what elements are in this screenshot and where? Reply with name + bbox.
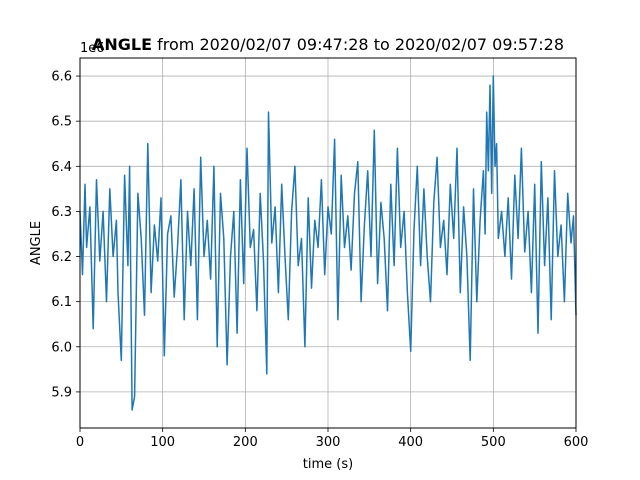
y-tick-label: 5.9: [51, 385, 72, 400]
y-axis-label: ANGLE: [29, 221, 44, 265]
chart-title-bold: ANGLE: [92, 35, 152, 54]
x-tick-label: 200: [233, 435, 258, 450]
chart-title: ANGLE from 2020/02/07 09:47:28 to 2020/0…: [92, 35, 564, 54]
x-tick-label: 0: [76, 435, 84, 450]
x-tick-label: 400: [398, 435, 423, 450]
x-tick-label: 100: [150, 435, 175, 450]
y-tick-label: 6.0: [51, 340, 72, 355]
y-tick-label: 6.2: [51, 250, 72, 265]
y-tick-label: 6.1: [51, 295, 72, 310]
grid: [79, 58, 577, 428]
x-tick-label: 600: [564, 435, 589, 450]
y-tick-label: 6.3: [51, 205, 72, 220]
series-line-0: [79, 75, 577, 411]
y-tick-label: 6.5: [51, 115, 72, 130]
y-offset-text: 1e6: [80, 41, 105, 56]
y-tick-label: 6.6: [51, 70, 72, 85]
chart-title-rest: from 2020/02/07 09:47:28 to 2020/02/07 0…: [152, 35, 564, 54]
x-axis-label: time (s): [303, 457, 353, 472]
x-axis-ticks: 0 100 200 300 400 500 600: [76, 428, 589, 450]
x-tick-label: 500: [481, 435, 506, 450]
y-axis-ticks: 5.9 6.0 6.1 6.2 6.3 6.4 6.5 6.6: [51, 70, 80, 400]
data-series: [79, 75, 577, 411]
y-tick-label: 6.4: [51, 160, 72, 175]
x-tick-label: 300: [316, 435, 341, 450]
